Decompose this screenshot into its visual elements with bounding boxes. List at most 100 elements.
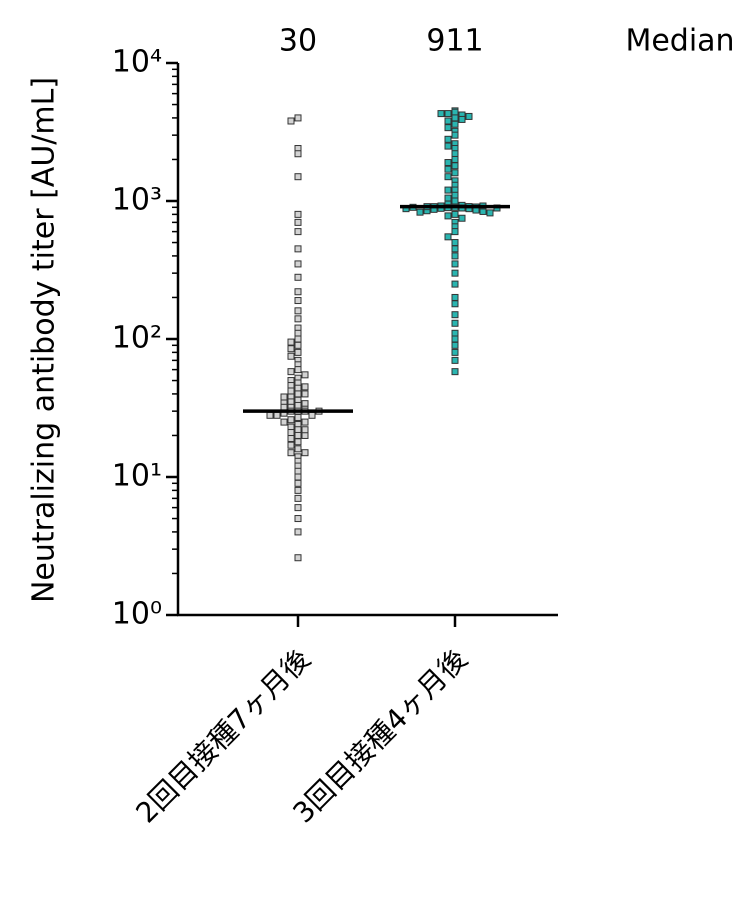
point — [458, 115, 466, 123]
y-tick-label: 10³ — [112, 183, 162, 218]
point — [294, 245, 302, 253]
point — [294, 341, 302, 349]
median-value: 911 — [426, 24, 483, 59]
point — [294, 335, 302, 343]
point — [294, 260, 302, 268]
point — [451, 155, 459, 163]
point — [294, 445, 302, 453]
point — [451, 368, 459, 376]
point — [451, 210, 459, 218]
point — [287, 416, 295, 424]
point — [451, 260, 459, 268]
point — [451, 191, 459, 199]
point — [273, 411, 281, 419]
point — [301, 449, 309, 457]
point — [287, 117, 295, 125]
point — [287, 441, 295, 449]
point — [451, 341, 459, 349]
point — [294, 390, 302, 398]
point — [294, 329, 302, 337]
point — [444, 173, 452, 181]
point — [486, 209, 494, 217]
point — [301, 383, 309, 391]
y-tick-label: 10² — [112, 321, 162, 356]
point — [444, 135, 452, 143]
point — [301, 418, 309, 426]
point — [444, 110, 452, 118]
x-tick-label: 3回目接種4ヶ月後 — [286, 642, 473, 829]
point — [294, 486, 302, 494]
point — [301, 390, 309, 398]
point — [294, 348, 302, 356]
y-tick-label: 10⁰ — [112, 597, 162, 632]
point — [444, 233, 452, 241]
point — [451, 162, 459, 170]
x-tick-label: 2回目接種7ヶ月後 — [129, 642, 316, 829]
point — [294, 150, 302, 158]
point — [437, 110, 445, 118]
point — [294, 366, 302, 374]
median-value: 30 — [279, 24, 317, 59]
point — [287, 449, 295, 457]
point — [294, 307, 302, 315]
point — [451, 108, 459, 116]
point — [451, 120, 459, 128]
point — [301, 371, 309, 379]
point — [451, 114, 459, 122]
point — [287, 429, 295, 437]
point — [451, 348, 459, 356]
point — [294, 504, 302, 512]
point — [451, 329, 459, 337]
point — [294, 173, 302, 181]
point — [266, 411, 274, 419]
point — [294, 114, 302, 122]
point — [444, 212, 452, 220]
y-tick-label: 10¹ — [112, 459, 162, 494]
point — [308, 411, 316, 419]
point — [294, 431, 302, 439]
point — [301, 426, 309, 434]
point — [301, 431, 309, 439]
point — [451, 252, 459, 260]
point — [451, 269, 459, 277]
point — [451, 150, 459, 158]
point — [294, 273, 302, 281]
point — [294, 288, 302, 296]
point — [294, 467, 302, 475]
point — [294, 384, 302, 392]
point — [451, 300, 459, 308]
point — [451, 197, 459, 205]
point — [294, 218, 302, 226]
point — [451, 131, 459, 139]
point — [287, 338, 295, 346]
point — [451, 239, 459, 247]
point — [451, 319, 459, 327]
point — [451, 169, 459, 177]
point — [451, 245, 459, 253]
point — [294, 438, 302, 446]
point — [287, 352, 295, 360]
point — [451, 311, 459, 319]
y-tick-label: 10⁴ — [112, 45, 162, 80]
point — [451, 280, 459, 288]
median-label: Median — [625, 24, 734, 59]
point — [451, 335, 459, 343]
point — [280, 418, 288, 426]
point — [465, 112, 473, 120]
point — [280, 403, 288, 411]
point — [444, 194, 452, 202]
point — [444, 165, 452, 173]
point — [287, 368, 295, 376]
point — [280, 393, 288, 401]
point — [458, 214, 466, 222]
point — [444, 124, 452, 132]
point — [294, 479, 302, 487]
point — [294, 297, 302, 305]
point — [287, 387, 295, 395]
point — [294, 228, 302, 236]
point — [444, 186, 452, 194]
point — [294, 494, 302, 502]
point — [294, 528, 302, 536]
point — [294, 413, 302, 421]
